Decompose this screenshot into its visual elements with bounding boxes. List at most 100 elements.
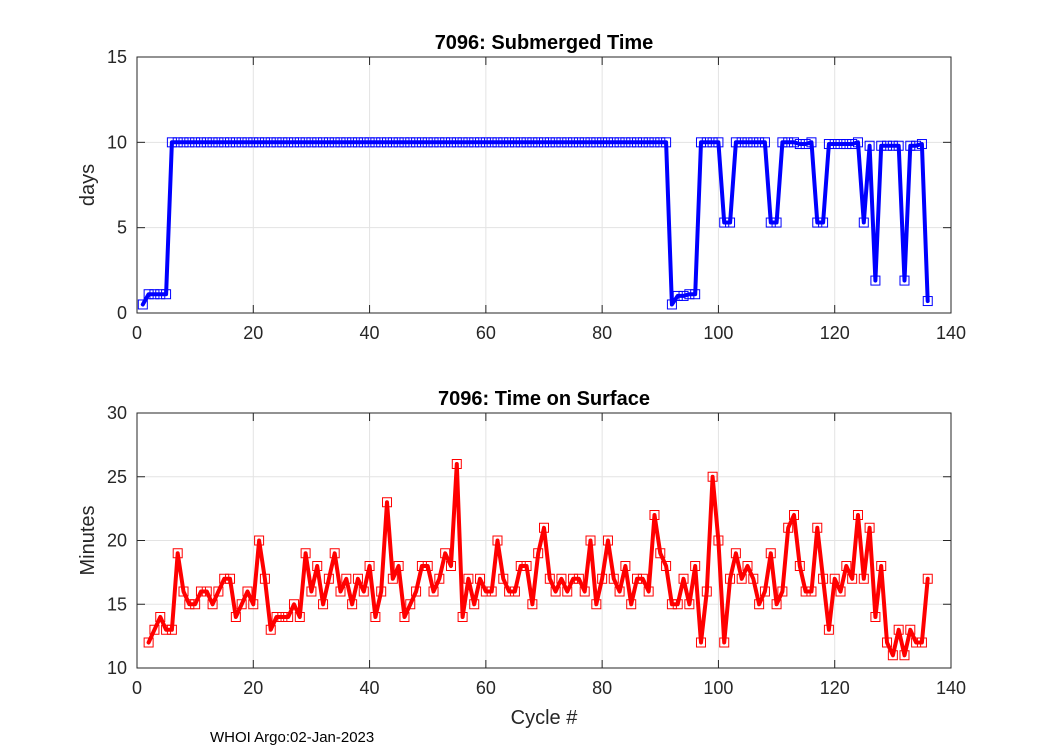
surface-data-point <box>411 586 422 597</box>
submerged-data-point <box>800 139 811 150</box>
surface-data-point <box>707 471 718 482</box>
surface-data-point <box>469 599 480 610</box>
surface-data-point <box>445 561 456 571</box>
surface-data-point <box>387 573 398 584</box>
submerged-data-point <box>539 137 549 148</box>
submerged-series-line <box>140 140 930 307</box>
surface-ytick-label-0: 10 <box>107 658 127 678</box>
surface-data-point <box>265 624 276 635</box>
surface-data-point <box>399 612 410 622</box>
surface-data-point <box>852 510 863 520</box>
surface-data-point <box>440 548 451 559</box>
submerged-data-point <box>568 137 579 148</box>
surface-data-point <box>428 586 439 597</box>
submerged-data-point <box>370 137 381 148</box>
submerged-data-point <box>754 137 765 148</box>
surface-data-point <box>573 573 584 584</box>
submerged-data-point <box>730 137 741 148</box>
surface-data-point <box>225 573 236 584</box>
surface-data-point <box>347 599 358 610</box>
submerged-data-point <box>265 137 276 148</box>
surface-data-point <box>352 573 363 584</box>
surface-data-point <box>434 573 445 584</box>
surface-data-point <box>637 573 648 584</box>
surface-data-point <box>195 586 206 597</box>
submerged-data-point <box>887 140 898 151</box>
submerged-data-point <box>759 137 770 148</box>
submerged-data-point <box>585 137 596 148</box>
surface-data-point <box>457 612 468 622</box>
surface-data-point <box>597 573 608 584</box>
surface-data-point <box>823 624 834 635</box>
surface-data-point <box>521 561 532 571</box>
submerged-data-point <box>190 137 201 148</box>
surface-data-point <box>393 561 404 571</box>
submerged-data-point <box>835 139 846 150</box>
surface-data-point <box>841 561 852 571</box>
surface-data-point <box>713 535 724 546</box>
surface-data-point <box>271 612 282 622</box>
surface-data-point <box>306 586 317 597</box>
submerged-data-point <box>911 140 922 151</box>
submerged-data-point <box>376 137 387 148</box>
surface-data-point <box>283 612 294 622</box>
submerged-data-point <box>852 137 863 148</box>
submerged-data-point <box>509 137 520 148</box>
surface-data-point <box>213 586 224 597</box>
surface-data-point <box>527 599 538 610</box>
surface-data-point <box>166 624 177 635</box>
submerged-data-point <box>225 137 236 148</box>
surface-data-point <box>550 586 561 597</box>
surface-xtick-label-0: 0 <box>132 678 142 698</box>
surface-ytick-label-4: 30 <box>107 403 127 423</box>
surface-data-point <box>800 586 811 597</box>
submerged-xtick-label-4: 80 <box>592 323 612 343</box>
surface-data-point <box>678 573 689 584</box>
submerged-data-point <box>527 137 538 148</box>
surface-data-point <box>684 599 695 610</box>
submerged-data-point <box>155 289 166 300</box>
submerged-data-point <box>498 137 509 148</box>
surface-xtick-label-5: 100 <box>703 678 733 698</box>
submerged-data-point <box>864 140 875 151</box>
submerged-data-point <box>195 137 206 148</box>
surface-data-point <box>620 561 631 571</box>
surface-xtick-label-3: 60 <box>476 678 496 698</box>
surface-data-point <box>370 612 381 622</box>
surface-data-point <box>602 535 613 546</box>
submerged-data-point <box>550 137 561 148</box>
surface-data-point <box>922 573 933 584</box>
surface-data-point <box>533 548 544 559</box>
surface-data-point <box>219 573 230 584</box>
submerged-data-point <box>219 137 230 148</box>
surface-data-point <box>643 586 654 597</box>
submerged-data-point <box>882 140 893 151</box>
surface-data-point <box>329 548 340 559</box>
surface-ytick-label-3: 25 <box>107 467 127 487</box>
surface-data-point <box>591 599 602 610</box>
submerged-data-point <box>236 137 247 148</box>
submerged-data-point <box>515 137 526 148</box>
submerged-data-point <box>818 217 829 228</box>
surface-data-point <box>870 612 881 622</box>
submerged-data-point <box>899 275 910 286</box>
surface-data-point <box>300 548 311 559</box>
submerged-time-chart: 0 20 40 60 80 100 120 140 0 5 10 15 7096: Submerged … <box>77 32 966 343</box>
submerged-data-point <box>149 289 160 300</box>
surface-data-point <box>288 599 299 610</box>
submerged-data-point <box>695 137 706 148</box>
submerged-data-point <box>277 137 288 148</box>
submerged-data-point <box>713 137 724 148</box>
surface-data-point <box>765 548 776 559</box>
surface-data-point <box>475 573 486 584</box>
surface-data-point <box>835 586 846 597</box>
surface-data-point <box>382 497 393 508</box>
surface-data-point <box>911 637 922 648</box>
submerged-data-point <box>323 137 334 148</box>
surface-data-point <box>759 586 770 597</box>
surface-data-point <box>242 586 253 597</box>
surface-data-point <box>719 637 730 648</box>
submerged-data-point <box>672 290 683 301</box>
submerged-data-point <box>562 137 573 148</box>
submerged-ytick-label-2: 10 <box>107 132 127 152</box>
